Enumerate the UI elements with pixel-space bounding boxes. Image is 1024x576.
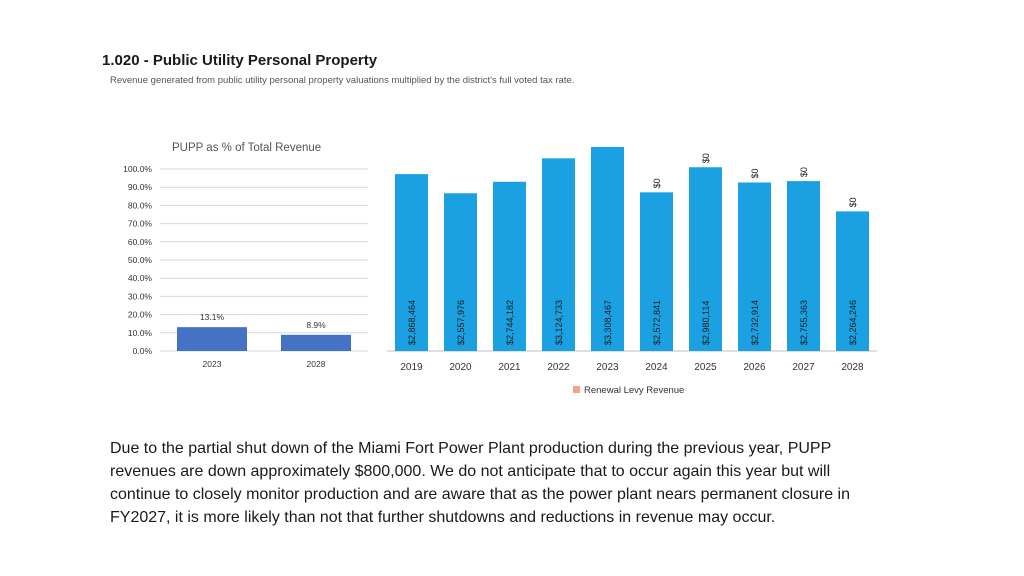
x-tick-label-2021: 2021 bbox=[498, 362, 521, 373]
renewal-label-2026: $0 bbox=[750, 168, 760, 178]
data-label-2021: $2,744,182 bbox=[505, 300, 515, 345]
renewal-label-2025: $0 bbox=[701, 153, 711, 163]
data-label-2020: $2,557,976 bbox=[456, 300, 466, 345]
x-tick-label-2020: 2020 bbox=[449, 362, 472, 373]
x-tick-label-2027: 2027 bbox=[792, 362, 815, 373]
data-label-2019: $2,868,464 bbox=[407, 300, 417, 345]
y-tick-label: 80.0% bbox=[128, 200, 153, 210]
x-tick-label-2025: 2025 bbox=[694, 362, 717, 373]
y-tick-label: 100.0% bbox=[123, 164, 152, 174]
y-tick-label: 60.0% bbox=[128, 237, 153, 247]
x-tick-label-2023: 2023 bbox=[203, 359, 222, 369]
bar-2022 bbox=[542, 158, 575, 351]
data-label-2026: $2,732,914 bbox=[750, 300, 760, 345]
bar-2025 bbox=[689, 167, 722, 351]
data-label-2023: 13.1% bbox=[200, 312, 225, 322]
x-tick-label-2028: 2028 bbox=[841, 362, 864, 373]
y-tick-label: 40.0% bbox=[128, 273, 153, 283]
data-label-2028: 8.9% bbox=[306, 320, 326, 330]
data-label-2027: $2,755,363 bbox=[799, 300, 809, 345]
y-tick-label: 30.0% bbox=[128, 291, 153, 301]
bar-2024 bbox=[640, 192, 673, 351]
pupp-percent-chart: PUPP as % of Total Revenue 0.0% 10.0% 20.0%… bbox=[123, 142, 368, 369]
x-tick-label-2024: 2024 bbox=[645, 362, 668, 373]
bar-2019 bbox=[395, 174, 428, 351]
y-tick-label: 90.0% bbox=[128, 182, 153, 192]
x-tick-label-2022: 2022 bbox=[547, 362, 570, 373]
bar-2026 bbox=[738, 182, 771, 351]
data-label-2024: $2,572,841 bbox=[652, 300, 662, 345]
x-tick-label-2023: 2023 bbox=[596, 362, 619, 373]
y-tick-label: 0.0% bbox=[133, 346, 153, 356]
y-tick-label: 20.0% bbox=[128, 310, 153, 320]
bar-2023 bbox=[591, 146, 624, 351]
bar-2023 bbox=[177, 327, 247, 351]
data-label-2022: $3,124,733 bbox=[554, 300, 564, 345]
x-tick-label-2026: 2026 bbox=[743, 362, 766, 373]
legend-swatch bbox=[573, 386, 580, 393]
data-label-2025: $2,980,114 bbox=[701, 301, 711, 345]
legend-label: Renewal Levy Revenue bbox=[584, 385, 684, 396]
pupp-revenue-chart: $2,868,464 2019 $2,557,976 2020 $2,744,182 20… bbox=[387, 146, 877, 396]
y-tick-label: 50.0% bbox=[128, 255, 153, 265]
renewal-label-2028: $0 bbox=[848, 197, 858, 207]
bar-2021 bbox=[493, 181, 526, 351]
renewal-label-2027: $0 bbox=[799, 167, 809, 177]
y-tick-label: 70.0% bbox=[128, 219, 153, 229]
page-subtitle: Revenue generated from public utility pe… bbox=[110, 75, 575, 86]
data-label-2023: $3,308,467 bbox=[603, 300, 613, 345]
chart-title: PUPP as % of Total Revenue bbox=[172, 142, 321, 154]
renewal-label-2024: $0 bbox=[652, 178, 662, 188]
data-label-2028: $2,264,246 bbox=[848, 300, 858, 345]
bar-2020 bbox=[444, 193, 477, 351]
page-title: 1.020 - Public Utility Personal Property bbox=[102, 52, 378, 69]
bar-2028 bbox=[281, 334, 351, 351]
explanation-note: Due to the partial shut down of the Miam… bbox=[110, 440, 850, 526]
x-tick-label-2028: 2028 bbox=[307, 359, 326, 369]
x-tick-label-2019: 2019 bbox=[400, 362, 423, 373]
bar-2027 bbox=[787, 181, 820, 351]
bar-2028 bbox=[836, 211, 869, 351]
y-tick-label: 10.0% bbox=[128, 328, 153, 338]
